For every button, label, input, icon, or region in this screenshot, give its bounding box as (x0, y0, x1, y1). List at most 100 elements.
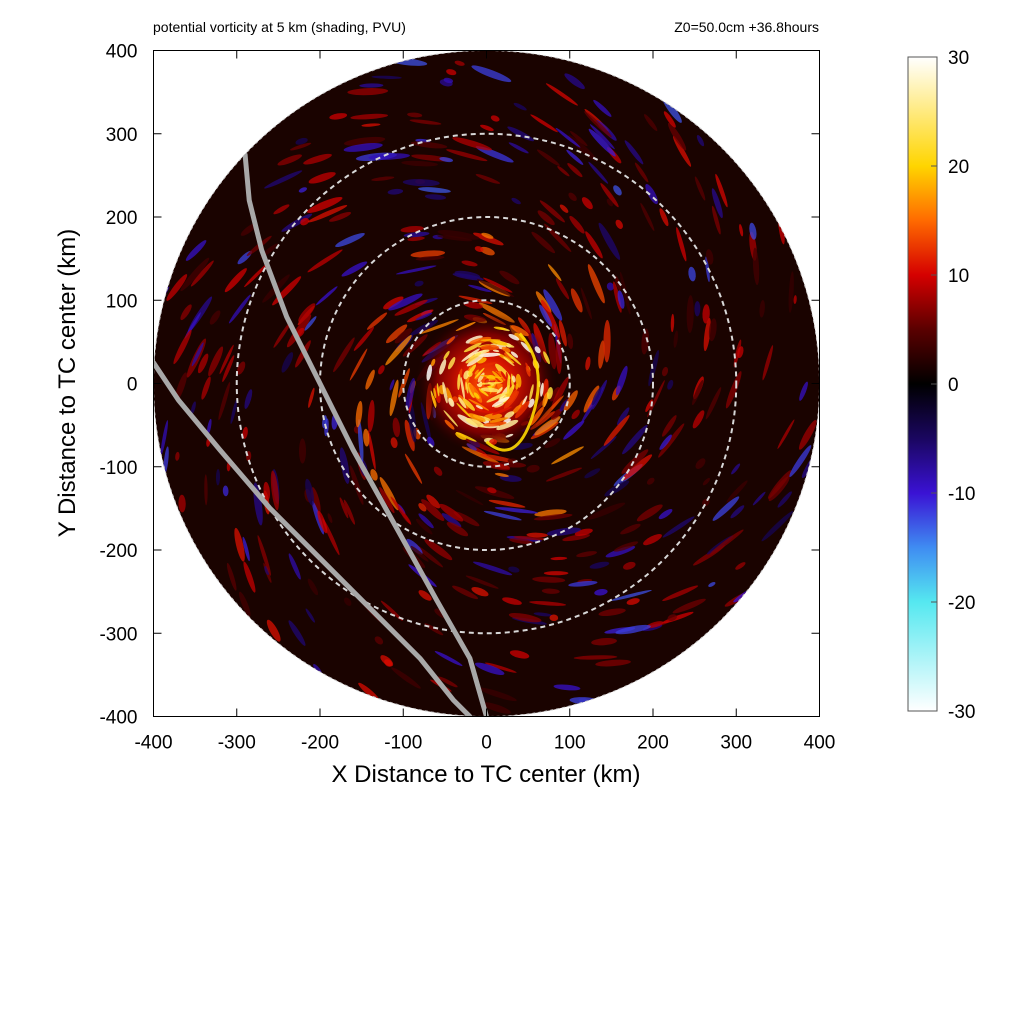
pv-filament (557, 166, 570, 177)
x-tick-label: 100 (554, 733, 586, 754)
pv-filament (185, 240, 207, 261)
pv-core-filament (510, 351, 519, 358)
pv-filament (418, 319, 459, 335)
pv-filament (478, 687, 517, 702)
pv-filament (702, 304, 710, 324)
pv-core-filament (501, 346, 511, 353)
pv-filament (588, 161, 609, 184)
pv-filament (475, 174, 501, 184)
pv-filament (692, 379, 704, 406)
pv-filament (659, 208, 669, 227)
pv-filament (359, 83, 384, 88)
pv-filament (509, 538, 533, 545)
pv-filament (296, 327, 305, 337)
pv-filament (394, 299, 428, 316)
pv-core-filament (520, 341, 533, 353)
pv-core-filament (463, 342, 482, 353)
pv-filament (692, 410, 705, 429)
pv-filament (180, 304, 192, 321)
pv-filament (568, 192, 577, 202)
pv-core-filament (484, 413, 503, 420)
pv-filament (465, 575, 499, 589)
pv-filament (371, 176, 395, 181)
pv-core-filament (468, 364, 477, 375)
pv-core-filament (452, 396, 458, 403)
pv-filament (288, 553, 301, 580)
pv-filament (549, 614, 559, 622)
colorbar: 30 20 10 0 -10 -20 -30 (907, 48, 975, 723)
pv-filament (570, 288, 583, 313)
pv-filament (613, 541, 639, 552)
pv-filament (370, 469, 378, 481)
pv-core-filament (494, 402, 504, 408)
pv-filament (555, 278, 570, 300)
pv-filament (696, 134, 705, 147)
pv-filament (204, 474, 208, 506)
pv-filament (197, 353, 209, 374)
pv-filament (508, 142, 529, 154)
pv-core-filament (444, 419, 455, 430)
pv-core-filament (503, 356, 515, 367)
pv-core-filament (505, 433, 514, 438)
pv-filament (273, 321, 292, 348)
pv-filament (494, 507, 538, 514)
pv-filament (499, 270, 520, 285)
pv-filament (206, 418, 212, 436)
pv-filament (415, 312, 433, 321)
pv-core-filament (469, 336, 492, 345)
pv-filament (230, 398, 238, 424)
pv-filament (606, 198, 614, 207)
pv-filament (686, 295, 694, 334)
pv-filament (788, 271, 794, 313)
pv-filament (662, 585, 699, 602)
pv-core-filament (446, 336, 456, 345)
pv-filament (390, 496, 412, 525)
pv-core-filament (506, 374, 511, 395)
pv-filament (551, 446, 584, 465)
pv-core-filament (465, 381, 469, 394)
x-tick-label: 0 (481, 733, 492, 754)
pv-filament (303, 153, 332, 165)
pv-core-filament (515, 383, 519, 390)
pv-filament (767, 470, 792, 499)
x-tick-label: 300 (720, 733, 752, 754)
pv-filament (541, 588, 560, 594)
pv-filament (208, 346, 224, 377)
pv-filament (613, 281, 622, 313)
pv-core-filament (457, 373, 461, 391)
pv-core-filament (510, 325, 529, 337)
pv-filament (394, 328, 413, 344)
pv-filament (488, 499, 526, 508)
pv-filament (551, 408, 562, 420)
chart-title: potential vorticity at 5 km (shading, PV… (153, 19, 406, 35)
pv-filament (439, 503, 464, 522)
pv-filament (374, 636, 384, 645)
pv-filament (305, 608, 315, 623)
pv-core-filament (477, 372, 485, 383)
pv-core-filament (522, 395, 528, 406)
pv-filament (615, 219, 623, 229)
pv-filament (553, 684, 581, 691)
pv-core-filament (474, 369, 479, 375)
pv-filament (688, 266, 696, 282)
pv-filament (273, 204, 290, 215)
pv-filament (563, 390, 578, 412)
pv-core-filament (489, 438, 498, 445)
y-tick-label: 400 (106, 42, 138, 63)
pv-filament (621, 449, 649, 474)
pv-filament (613, 185, 622, 196)
pv-filament (453, 511, 480, 527)
pv-filament (762, 345, 774, 381)
pv-filament (289, 142, 312, 151)
pv-filament (576, 551, 598, 558)
pv-filament (551, 376, 569, 410)
pv-filament (573, 655, 618, 660)
pv-filament (798, 419, 817, 450)
pv-core-filament (442, 381, 448, 404)
pv-filament (353, 326, 375, 351)
pv-filament (452, 137, 492, 151)
pv-filament (219, 344, 234, 375)
pv-core-filament (511, 375, 516, 383)
pv-core-filament (460, 376, 465, 400)
pv-filament (555, 127, 581, 148)
